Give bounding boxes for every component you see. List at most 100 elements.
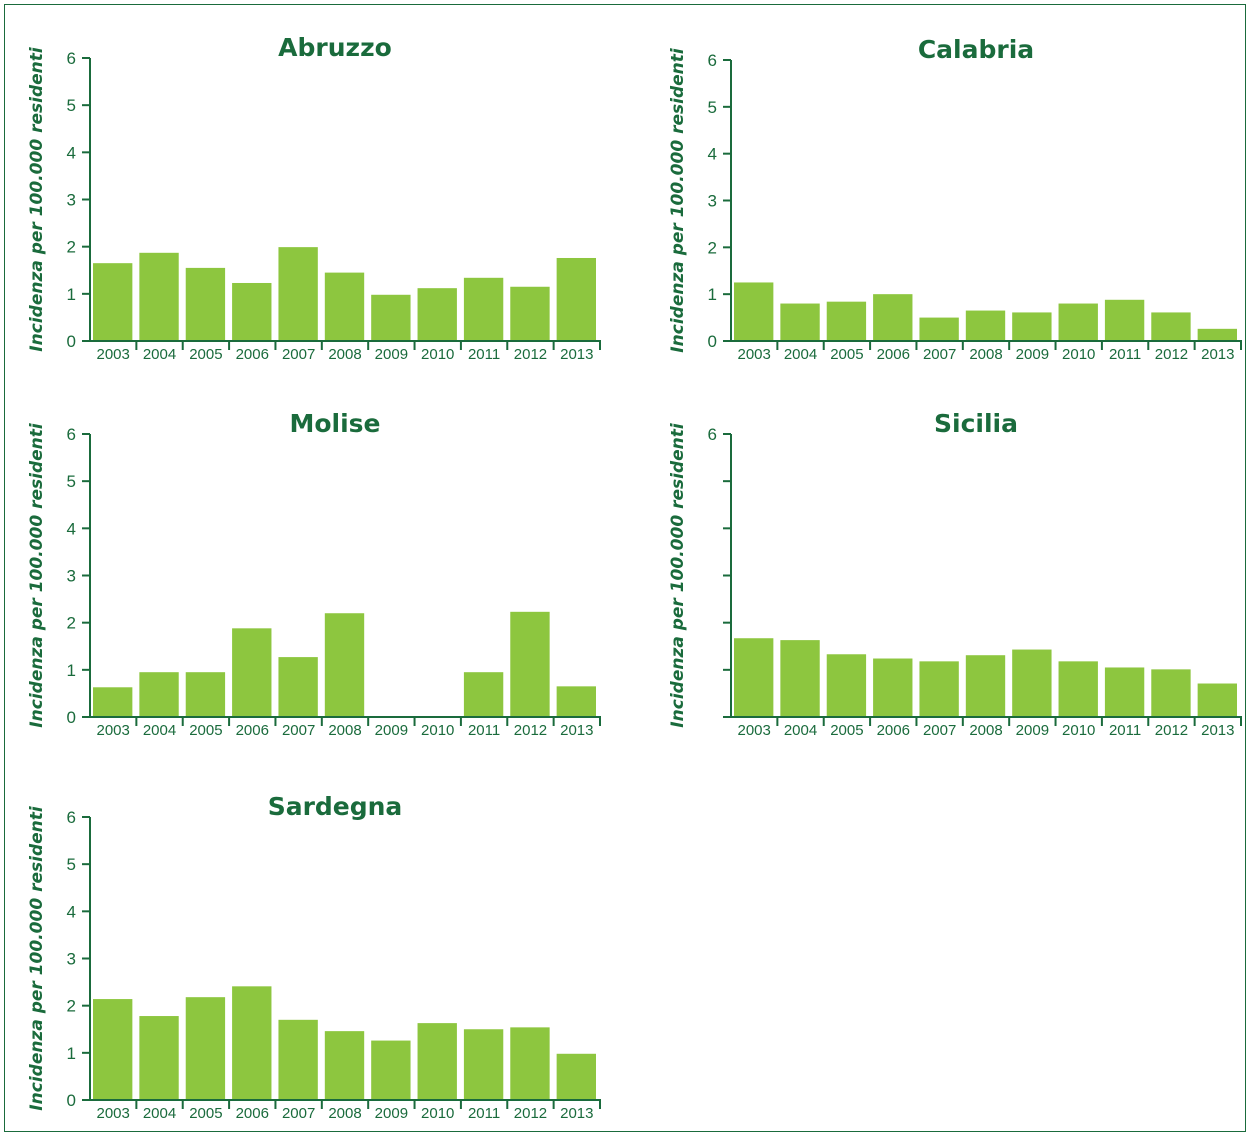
chart-sardegna: 0 1 2 3 4 5 6 2003 2004 2005 2006 2007 2008 2009 2010 2… xyxy=(27,792,601,1122)
x-tick-label-abruzzo-2012: 2012 xyxy=(514,346,547,363)
x-tick-label-molise-2007: 2007 xyxy=(282,722,315,739)
y-tick-label-calabria-1: 1 xyxy=(708,285,717,304)
chart-sicilia: 6 2003 2004 2005 2006 2007 2008 2009 2010 2011 201… xyxy=(668,409,1242,739)
y-tick-label-calabria-6: 6 xyxy=(708,51,717,70)
y-tick-label-calabria-4: 4 xyxy=(708,145,717,164)
x-tick-label-abruzzo-2011: 2011 xyxy=(468,346,500,363)
x-tick-label-molise-2006: 2006 xyxy=(236,722,269,739)
y-tick-label-abruzzo-6: 6 xyxy=(67,49,76,68)
x-tick-label-molise-2011: 2011 xyxy=(468,722,500,739)
bar-sicilia-2008 xyxy=(965,655,1006,717)
bar-sicilia-2009 xyxy=(1012,649,1052,717)
x-tick-label-molise-2003: 2003 xyxy=(96,722,129,739)
x-tick-label-calabria-2008: 2008 xyxy=(969,346,1002,363)
y-tick-label-molise-2: 2 xyxy=(67,614,76,633)
bar-calabria-2009 xyxy=(1012,312,1052,341)
y-tick-label-molise-6: 6 xyxy=(67,425,76,444)
bar-sardegna-2013 xyxy=(556,1053,596,1100)
x-tick-label-sardegna-2011: 2011 xyxy=(468,1105,500,1122)
x-tick-label-sardegna-2012: 2012 xyxy=(514,1105,547,1122)
bar-calabria-2004 xyxy=(780,303,820,341)
bar-sicilia-2003 xyxy=(734,638,774,717)
bar-molise-2006 xyxy=(232,628,272,717)
bar-molise-2007 xyxy=(278,657,318,717)
bar-sicilia-2006 xyxy=(873,658,913,717)
bar-calabria-2008 xyxy=(965,310,1006,341)
bar-sardegna-2011 xyxy=(463,1029,504,1100)
x-tick-label-molise-2010: 2010 xyxy=(421,722,454,739)
x-tick-label-sicilia-2008: 2008 xyxy=(969,722,1002,739)
x-tick-label-abruzzo-2003: 2003 xyxy=(96,346,129,363)
bar-calabria-2012 xyxy=(1151,312,1191,341)
x-tick-label-abruzzo-2005: 2005 xyxy=(189,346,222,363)
x-tick-label-abruzzo-2009: 2009 xyxy=(375,346,408,363)
x-tick-label-sicilia-2004: 2004 xyxy=(784,722,817,739)
bar-sicilia-2011 xyxy=(1104,667,1145,717)
x-tick-label-abruzzo-2010: 2010 xyxy=(421,346,454,363)
x-tick-label-sicilia-2012: 2012 xyxy=(1155,722,1188,739)
bar-sardegna-2008 xyxy=(324,1031,365,1100)
x-tick-label-calabria-2011: 2011 xyxy=(1109,346,1141,363)
chart-title-sicilia: Sicilia xyxy=(934,409,1018,438)
y-tick-label-abruzzo-3: 3 xyxy=(67,191,76,210)
y-tick-label-calabria-3: 3 xyxy=(708,192,717,211)
x-tick-label-abruzzo-2004: 2004 xyxy=(143,346,176,363)
bar-sardegna-2010 xyxy=(417,1023,457,1100)
x-tick-label-molise-2004: 2004 xyxy=(143,722,176,739)
x-tick-label-molise-2012: 2012 xyxy=(514,722,547,739)
x-tick-label-calabria-2012: 2012 xyxy=(1155,346,1188,363)
x-tick-label-sicilia-2007: 2007 xyxy=(923,722,956,739)
bar-abruzzo-2013 xyxy=(556,257,596,341)
y-axis-label-abruzzo: Incidenza per 100.000 residenti xyxy=(27,46,47,352)
x-tick-label-calabria-2006: 2006 xyxy=(877,346,910,363)
bar-abruzzo-2011 xyxy=(463,277,504,341)
bar-molise-2003 xyxy=(93,687,133,717)
bar-molise-2012 xyxy=(510,611,550,717)
y-tick-label-sardegna-1: 1 xyxy=(67,1044,76,1063)
x-tick-label-sardegna-2004: 2004 xyxy=(143,1105,176,1122)
y-tick-label-abruzzo-2: 2 xyxy=(67,238,76,257)
bar-abruzzo-2003 xyxy=(93,263,133,341)
y-tick-label-calabria-0: 0 xyxy=(708,332,717,351)
y-tick-label-abruzzo-4: 4 xyxy=(67,143,76,162)
bar-calabria-2010 xyxy=(1058,303,1098,341)
y-tick-label-sardegna-4: 4 xyxy=(67,902,76,921)
x-tick-label-calabria-2004: 2004 xyxy=(784,346,817,363)
x-tick-label-sicilia-2010: 2010 xyxy=(1062,722,1095,739)
y-tick-label-molise-5: 5 xyxy=(67,472,76,491)
chart-abruzzo: 0 1 2 3 4 5 6 2003 2004 2005 2006 2007 2008 2009 2010 2… xyxy=(27,33,601,363)
bar-sicilia-2007 xyxy=(919,661,959,717)
bar-abruzzo-2012 xyxy=(510,286,550,341)
bar-calabria-2011 xyxy=(1104,299,1145,341)
x-tick-label-calabria-2005: 2005 xyxy=(830,346,863,363)
y-tick-label-molise-4: 4 xyxy=(67,519,76,538)
y-tick-label-molise-0: 0 xyxy=(67,708,76,727)
x-tick-label-molise-2013: 2013 xyxy=(560,722,593,739)
x-tick-label-sicilia-2005: 2005 xyxy=(830,722,863,739)
bar-sardegna-2007 xyxy=(278,1019,318,1100)
x-tick-label-sicilia-2011: 2011 xyxy=(1109,722,1141,739)
bar-sardegna-2004 xyxy=(139,1016,179,1100)
bar-sicilia-2012 xyxy=(1151,669,1191,717)
x-tick-label-calabria-2007: 2007 xyxy=(923,346,956,363)
bar-molise-2013 xyxy=(556,686,596,717)
x-tick-label-abruzzo-2013: 2013 xyxy=(560,346,593,363)
y-tick-label-sardegna-0: 0 xyxy=(67,1091,76,1110)
bar-abruzzo-2005 xyxy=(185,267,226,341)
bar-calabria-2007 xyxy=(919,317,959,341)
x-tick-label-abruzzo-2006: 2006 xyxy=(236,346,269,363)
y-tick-label-abruzzo-5: 5 xyxy=(67,96,76,115)
y-tick-label-sardegna-5: 5 xyxy=(67,855,76,874)
x-tick-label-sardegna-2013: 2013 xyxy=(560,1105,593,1122)
y-tick-label-molise-3: 3 xyxy=(67,567,76,586)
x-tick-label-calabria-2003: 2003 xyxy=(737,346,770,363)
bar-sardegna-2003 xyxy=(93,999,133,1100)
y-tick-label-molise-1: 1 xyxy=(67,661,76,680)
x-tick-label-molise-2008: 2008 xyxy=(328,722,361,739)
bar-sardegna-2005 xyxy=(185,997,226,1100)
x-tick-label-calabria-2009: 2009 xyxy=(1016,346,1049,363)
bar-abruzzo-2009 xyxy=(371,294,411,341)
bar-sicilia-2010 xyxy=(1058,661,1098,717)
x-tick-label-abruzzo-2007: 2007 xyxy=(282,346,315,363)
y-tick-label-sardegna-2: 2 xyxy=(67,997,76,1016)
